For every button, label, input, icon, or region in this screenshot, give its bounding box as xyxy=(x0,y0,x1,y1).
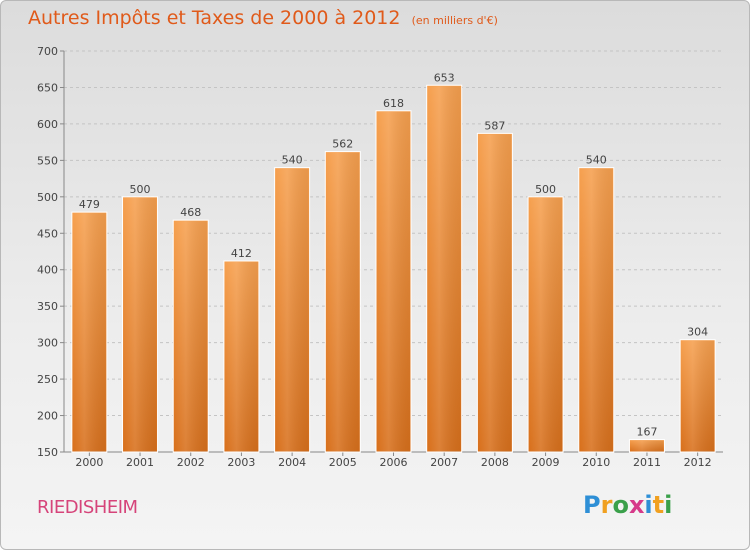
title-line: Autres Impôts et Taxes de 2000 à 2012 (e… xyxy=(28,7,498,29)
value-label: 618 xyxy=(383,97,404,110)
y-tick-label: 600 xyxy=(37,118,58,131)
x-tick-label: 2001 xyxy=(126,456,154,469)
x-tick-label: 2000 xyxy=(75,456,103,469)
y-tick-label: 700 xyxy=(37,45,58,58)
bar-shine xyxy=(275,168,309,452)
bars xyxy=(71,84,716,453)
bar-shine xyxy=(377,111,410,452)
proxiti-logo[interactable]: Proxiti xyxy=(583,491,672,519)
value-label: 479 xyxy=(79,198,100,211)
bar-shine xyxy=(326,152,360,452)
y-tick-label: 650 xyxy=(37,81,58,94)
value-label: 540 xyxy=(282,154,303,167)
logo-letter: i xyxy=(664,491,673,519)
y-tick-label: 550 xyxy=(37,154,58,167)
bar-shine xyxy=(427,86,461,452)
logo-letter: r xyxy=(600,491,613,519)
x-tick-label: 2003 xyxy=(227,456,255,469)
x-tick-label: 2012 xyxy=(684,456,712,469)
location-name: RIEDISHEIM xyxy=(37,497,138,518)
logo-letter: t xyxy=(652,491,665,519)
labels: 150 200 250 300 350 400 450 500 550 600 650 700 479 2… xyxy=(37,45,712,469)
x-tick-label: 2009 xyxy=(532,456,560,469)
y-tick-label: 350 xyxy=(37,300,58,313)
y-tick-label: 400 xyxy=(37,264,58,277)
y-tick-label: 150 xyxy=(37,446,58,459)
x-tick-label: 2004 xyxy=(278,456,306,469)
bar-shine xyxy=(72,213,106,452)
value-label: 304 xyxy=(687,326,708,339)
x-tick-label: 2006 xyxy=(380,456,408,469)
value-label: 468 xyxy=(180,206,201,219)
value-label: 500 xyxy=(535,183,556,196)
logo-letter: x xyxy=(628,491,645,519)
bar-shine xyxy=(681,340,715,452)
value-label: 587 xyxy=(484,119,505,132)
logo-letter: P xyxy=(583,491,601,519)
x-tick-label: 2010 xyxy=(582,456,610,469)
y-tick-label: 500 xyxy=(37,191,58,204)
x-tick-label: 2005 xyxy=(329,456,357,469)
bar-shine xyxy=(224,261,258,452)
chart-title: Autres Impôts et Taxes de 2000 à 2012 xyxy=(28,7,401,29)
x-tick-label: 2008 xyxy=(481,456,509,469)
value-label: 500 xyxy=(130,183,151,196)
logo-letter: o xyxy=(612,491,629,519)
y-tick-label: 450 xyxy=(37,227,58,240)
y-tick-label: 200 xyxy=(37,410,58,423)
x-tick-label: 2007 xyxy=(430,456,458,469)
bar-shine xyxy=(529,197,563,452)
value-label: 412 xyxy=(231,247,252,260)
bar-shine xyxy=(174,221,208,452)
value-label: 540 xyxy=(586,154,607,167)
logo-letter: i xyxy=(644,491,653,519)
x-tick-label: 2002 xyxy=(177,456,205,469)
x-tick-label: 2011 xyxy=(633,456,661,469)
bar-shine xyxy=(123,197,157,452)
bar-shine xyxy=(579,168,613,452)
unit-label: (en milliers d'€) xyxy=(411,14,498,27)
y-tick-label: 300 xyxy=(37,337,58,350)
value-label: 562 xyxy=(332,138,353,151)
bar-shine xyxy=(478,134,512,452)
value-label: 653 xyxy=(434,71,455,84)
bar-shine xyxy=(630,440,664,452)
value-label: 167 xyxy=(636,426,657,439)
y-tick-label: 250 xyxy=(37,373,58,386)
